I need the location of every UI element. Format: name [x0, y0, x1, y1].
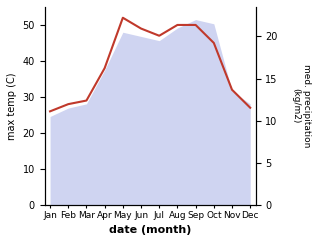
Y-axis label: med. precipitation
(kg/m2): med. precipitation (kg/m2)	[292, 64, 311, 148]
X-axis label: date (month): date (month)	[109, 225, 191, 235]
Y-axis label: max temp (C): max temp (C)	[7, 72, 17, 140]
